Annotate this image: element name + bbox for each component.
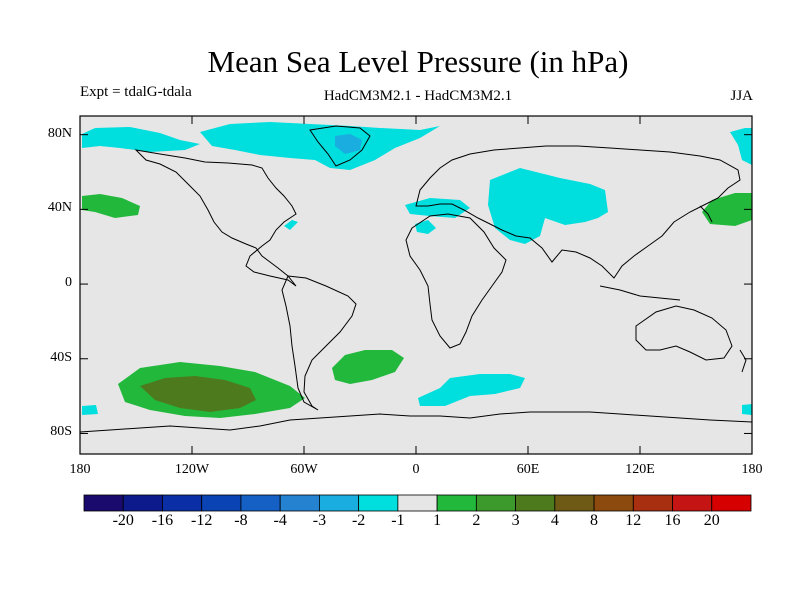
north-america-coast <box>134 149 297 287</box>
se-edge-low <box>742 404 752 415</box>
lat-tick-label: 40N <box>47 200 72 216</box>
colorbar-label: 20 <box>703 512 720 529</box>
colorbar-label: 1 <box>433 512 442 529</box>
latitude-ticks <box>80 134 752 434</box>
australia-coast <box>635 305 733 361</box>
colorbar-swatch <box>632 494 673 512</box>
lat-tick-label: 80S <box>50 424 72 440</box>
colorbar-swatch <box>162 494 203 512</box>
south-pacific-high-core <box>140 376 256 412</box>
north-pacific-east-high <box>702 193 752 226</box>
colorbar-swatch <box>319 494 360 512</box>
lat-tick-label: 80N <box>47 125 72 141</box>
colorbar-swatch <box>554 494 595 512</box>
colorbar-label: -8 <box>234 512 248 529</box>
season-label: JJA <box>730 88 753 104</box>
lon-tick-label: 60E <box>516 462 540 477</box>
experiment-label: Expt = tdalG-tdala <box>80 84 192 100</box>
longitude-ticks <box>79 116 753 454</box>
model-label: HadCM3M2.1 - HadCM3M2.1 <box>323 88 513 104</box>
westafrica-low <box>415 220 436 234</box>
map-title: Mean Sea Level Pressure (in hPa) <box>207 44 629 79</box>
lon-tick-label: 60W <box>290 462 318 477</box>
colorbar-swatch <box>672 494 713 512</box>
central-asia-low <box>488 168 608 244</box>
colorbar <box>83 494 752 512</box>
colorbar-label: -16 <box>151 512 174 529</box>
greenland-coast <box>309 125 371 167</box>
coastline-layer <box>79 125 753 433</box>
eurasia-coast <box>415 145 741 279</box>
greenland-core <box>335 134 362 154</box>
antarctica-coast <box>79 411 753 433</box>
colorbar-swatch <box>711 494 752 512</box>
colorbar-label: 2 <box>472 512 481 529</box>
africa-coast <box>405 213 507 349</box>
colorbar-label: -12 <box>191 512 213 529</box>
japan-coast <box>699 205 713 223</box>
sw-edge-low <box>82 405 98 415</box>
lat-tick-label: 40S <box>50 349 72 365</box>
colorbar-label: -2 <box>351 512 366 529</box>
greenland-low <box>200 122 440 170</box>
colorbar-swatch <box>515 494 556 512</box>
colorbar-swatch <box>279 494 320 512</box>
lon-tick-label: 120W <box>174 462 210 477</box>
lon-tick-label: 0 <box>412 462 420 477</box>
lon-tick-label: 180 <box>69 462 91 477</box>
north-atlantic-small-low <box>284 220 298 230</box>
colorbar-label: -3 <box>312 512 327 529</box>
colorbar-swatch <box>436 494 477 512</box>
colorbar-label: 4 <box>550 512 559 529</box>
north-pacific-west-high <box>82 194 140 218</box>
mediterranean-low <box>405 198 470 218</box>
arctic-east-low <box>730 128 752 165</box>
colorbar-label: -4 <box>273 512 287 529</box>
indonesia-coast <box>599 285 681 301</box>
colorbar-swatch <box>201 494 242 512</box>
colorbar-label: 3 <box>511 512 520 529</box>
south-atlantic-high <box>332 350 404 384</box>
southern-indian-ocean-low <box>418 374 525 406</box>
colorbar-swatch <box>240 494 281 512</box>
colorbar-label: -20 <box>112 512 134 529</box>
colorbar-swatch <box>397 494 438 512</box>
lat-tick-label: 0 <box>65 275 72 291</box>
arctic-low <box>82 127 200 152</box>
colorbar-swatch <box>593 494 634 512</box>
lon-tick-label: 120E <box>625 462 655 477</box>
colorbar-swatch <box>358 494 399 512</box>
colorbar-swatch <box>122 494 163 512</box>
anomaly-layer <box>82 122 752 418</box>
new-zealand-coast <box>739 349 747 373</box>
colorbar-label: 12 <box>625 512 642 529</box>
colorbar-swatch <box>83 494 124 512</box>
lon-tick-label: 180 <box>741 462 763 477</box>
colorbar-swatch <box>475 494 516 512</box>
colorbar-label: 16 <box>664 512 681 529</box>
south-america-coast <box>281 275 357 411</box>
colorbar-label: -1 <box>391 512 405 529</box>
colorbar-label: 8 <box>590 512 599 529</box>
